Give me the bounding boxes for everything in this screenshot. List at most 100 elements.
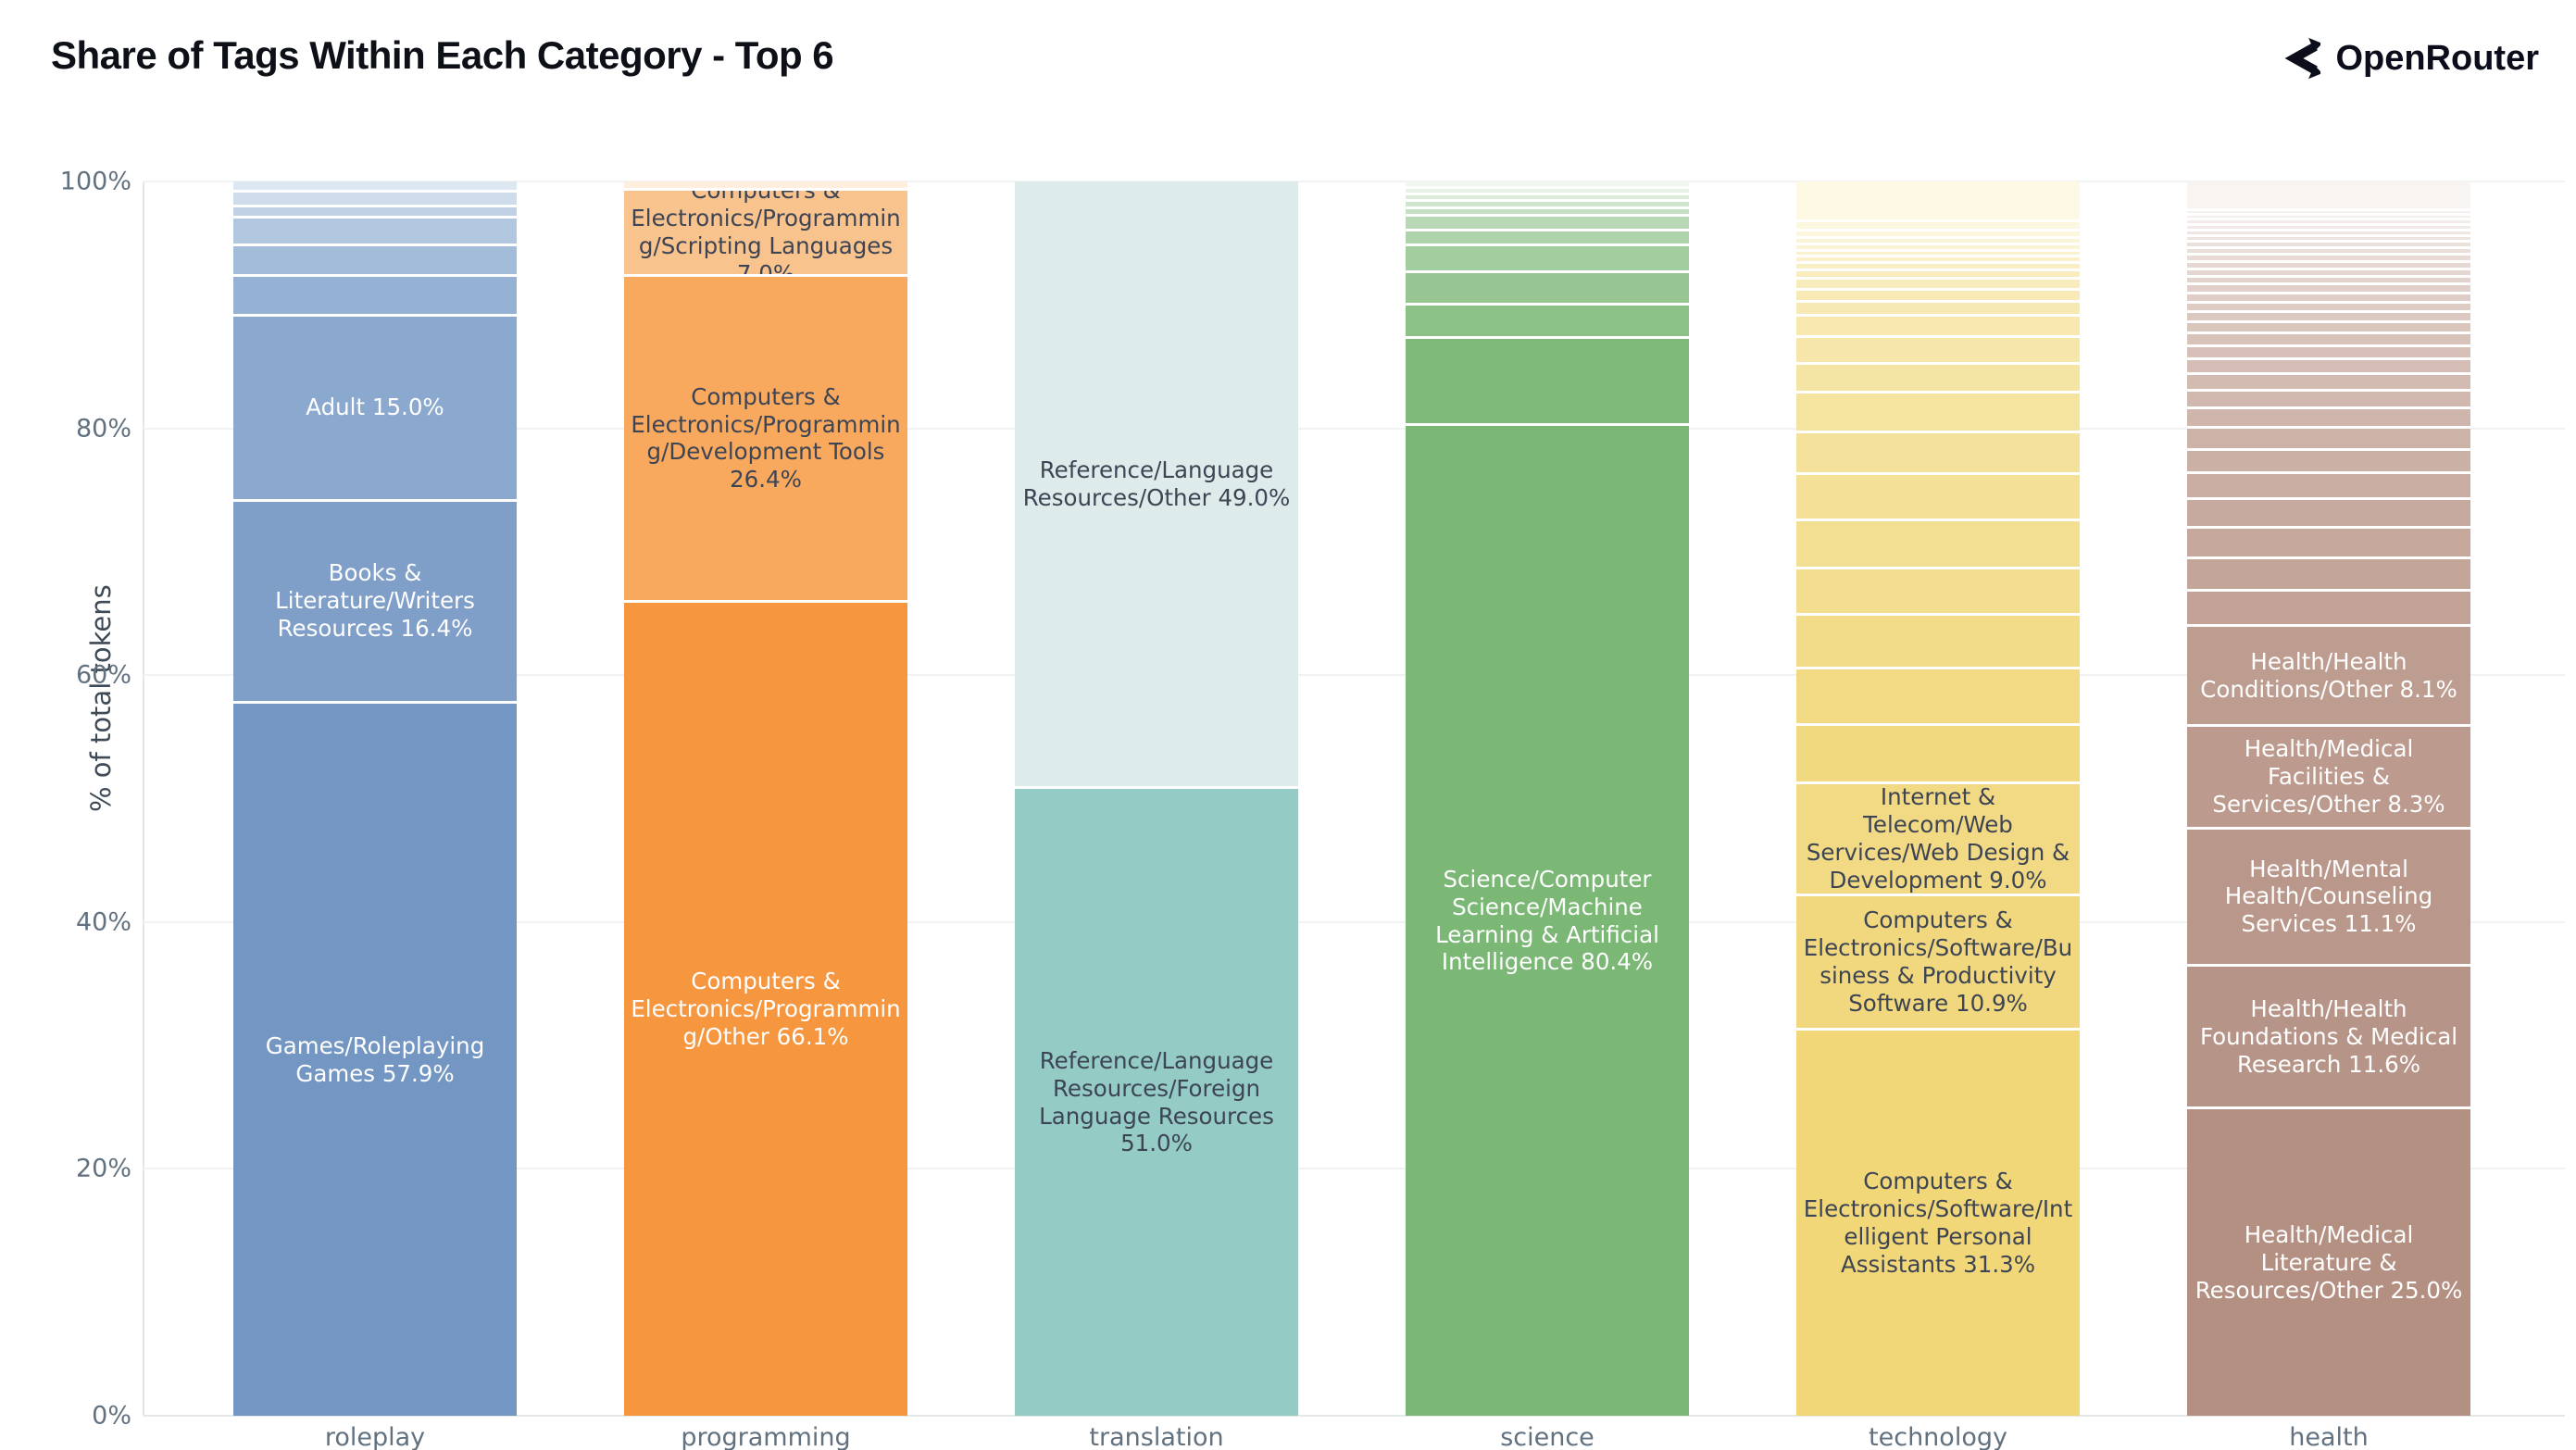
bar-segment-unlabeled [1796, 260, 2080, 269]
bar-segment-unlabeled [1796, 613, 2080, 667]
bar-segment-unlabeled [1406, 269, 1689, 303]
bar-segment: Health/Medical Facilities & Services/Oth… [2187, 724, 2470, 827]
y-tick-label: 20% [75, 1154, 131, 1183]
bar-segment-unlabeled [1796, 300, 2080, 314]
bar-segment-unlabeled [2187, 331, 2470, 344]
bar-segment: Health/Health Conditions/Other 8.1% [2187, 624, 2470, 725]
bar-segment-unlabeled [2187, 181, 2470, 209]
y-tick-label: 100% [59, 167, 131, 196]
bar-segment-unlabeled [2187, 282, 2470, 292]
bar-segment-unlabeled [1796, 229, 2080, 237]
bar-segment-unlabeled [2187, 426, 2470, 448]
bar-segment-unlabeled [2187, 497, 2470, 526]
bar-segment-unlabeled [1406, 206, 1689, 214]
y-tick-label: 0% [92, 1401, 131, 1431]
y-tick-label: 60% [75, 660, 131, 690]
segment-label: Computers & Electronics/Programming/Scri… [631, 187, 901, 274]
bar-roleplay: Adult 15.0% Books & Literature/Writers Re… [233, 181, 517, 1416]
bar-segment-unlabeled [1406, 335, 1689, 424]
bar-segment-unlabeled [1796, 430, 2080, 473]
bar-segment: Games/Roleplaying Games 57.9% [233, 701, 517, 1416]
bar-segment-unlabeled [2187, 267, 2470, 275]
bar-segment: Computers & Electronics/Programming/Deve… [624, 273, 907, 600]
bar-segment-unlabeled [1406, 213, 1689, 229]
bar-segment: Computers & Electronics/Programming/Scri… [624, 187, 907, 274]
bar-segment-unlabeled [2187, 406, 2470, 427]
segment-label: Adult 15.0% [306, 394, 444, 421]
segment-label: Games/Roleplaying Games 57.9% [265, 1031, 485, 1087]
bar-segment-unlabeled [1796, 268, 2080, 277]
brand-name: OpenRouter [2335, 38, 2539, 78]
bar-segment-unlabeled [1406, 243, 1689, 270]
plot-area: Adult 15.0% Books & Literature/Writers Re… [144, 181, 2565, 1417]
bar-segment-unlabeled [2187, 588, 2470, 625]
bar-segment-unlabeled [1796, 518, 2080, 567]
bar-segment-unlabeled [1406, 192, 1689, 199]
bar-segment-unlabeled [1796, 287, 2080, 301]
bar-segment-unlabeled [2187, 228, 2470, 234]
bar-segment-unlabeled [1796, 666, 2080, 724]
bar-segment-unlabeled [1796, 723, 2080, 782]
bar-segment: Internet & Telecom/Web Services/Web Desi… [1796, 781, 2080, 894]
bar-technology: Internet & Telecom/Web Services/Web Desi… [1796, 181, 2080, 1416]
bar-segment-unlabeled [233, 273, 517, 314]
segment-label: Health/Health Foundations & Medical Rese… [2199, 994, 2458, 1078]
y-tick-label: 80% [75, 414, 131, 444]
bar-segment-unlabeled [233, 216, 517, 244]
gridline [144, 920, 2565, 923]
bar-segment-unlabeled [1796, 313, 2080, 335]
bar-segment-unlabeled [1796, 276, 2080, 288]
bar-segment-unlabeled [2187, 310, 2470, 321]
bar-translation: Reference/Language Resources/Other 49.0%… [1015, 181, 1298, 1416]
segment-label: Internet & Telecom/Web Services/Web Desi… [1806, 783, 2070, 894]
bar-health: Health/Health Conditions/Other 8.1% Healt… [2187, 181, 2470, 1416]
y-axis-title: % of total tokens [84, 584, 117, 812]
category-label-technology: technology [1869, 1423, 2007, 1450]
category-label-roleplay: roleplay [324, 1423, 426, 1450]
bar-segment: Adult 15.0% [233, 313, 517, 499]
bar-segment-unlabeled [2187, 291, 2470, 301]
bar-segment: Books & Literature/Writers Resources 16.… [233, 498, 517, 702]
chart-title: Share of Tags Within Each Category - Top… [51, 33, 834, 77]
bar-segment-unlabeled [2187, 447, 2470, 472]
segment-label: Science/Computer Science/Machine Learnin… [1435, 865, 1659, 976]
bar-segment-unlabeled [1796, 243, 2080, 249]
bar-segment-unlabeled [2187, 372, 2470, 389]
bar-segment: Computers & Electronics/Software/Intelli… [1796, 1028, 2080, 1416]
segment-label: Books & Literature/Writers Resources 16.… [275, 559, 475, 643]
bar-segment: Reference/Language Resources/Other 49.0% [1015, 181, 1298, 787]
gridline [144, 1168, 2565, 1170]
bar-segment-unlabeled [2187, 300, 2470, 311]
gridline [144, 181, 2565, 182]
category-label-health: health [2289, 1423, 2369, 1450]
segment-label: Computers & Electronics/Programming/Deve… [631, 382, 901, 494]
bar-segment-unlabeled [1796, 334, 2080, 363]
bar-segment-unlabeled [1796, 248, 2080, 256]
segment-label: Reference/Language Resources/Foreign Lan… [1039, 1046, 1274, 1157]
bar-segment-unlabeled [624, 181, 907, 188]
brand: OpenRouter [2278, 37, 2539, 80]
bar-segment-unlabeled [2187, 218, 2470, 223]
bar-segment-unlabeled [233, 190, 517, 206]
openrouter-logo-icon [2278, 37, 2321, 80]
bar-science: Science/Computer Science/Machine Learnin… [1406, 181, 1689, 1416]
bar-segment: Computers & Electronics/Programming/Othe… [624, 599, 907, 1416]
segment-label: Health/Mental Health/Counseling Services… [2224, 855, 2433, 938]
segment-label: Computers & Electronics/Software/Intelli… [1803, 1168, 2073, 1278]
bar-segment-unlabeled [1406, 198, 1689, 206]
bar-segment-unlabeled [2187, 208, 2470, 213]
bar-segment: Reference/Language Resources/Foreign Lan… [1015, 786, 1298, 1416]
bar-segment-unlabeled [1796, 362, 2080, 391]
bar-segment-unlabeled [1406, 302, 1689, 336]
bar-segment-unlabeled [2187, 357, 2470, 373]
segment-label: Health/Health Conditions/Other 8.1% [2200, 647, 2457, 703]
segment-label: Health/Medical Literature & Resources/Ot… [2195, 1220, 2463, 1304]
segment-label: Computers & Electronics/Programming/Othe… [631, 968, 901, 1050]
bar-segment-unlabeled [233, 205, 517, 217]
bar-segment-unlabeled [1406, 181, 1689, 187]
bar-segment-unlabeled [2187, 525, 2470, 556]
gridline [144, 1415, 2565, 1417]
bar-segment-unlabeled [233, 243, 517, 274]
gridline [144, 427, 2565, 430]
